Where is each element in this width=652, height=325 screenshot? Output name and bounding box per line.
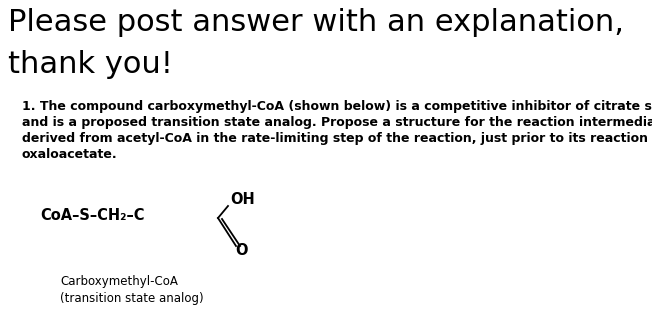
- Text: thank you!: thank you!: [8, 50, 173, 79]
- Text: CoA–S–CH₂–C: CoA–S–CH₂–C: [40, 208, 145, 223]
- Text: (transition state analog): (transition state analog): [60, 292, 203, 305]
- Text: derived from acetyl-CoA in the rate-limiting step of the reaction, just prior to: derived from acetyl-CoA in the rate-limi…: [22, 132, 652, 145]
- Text: O: O: [235, 243, 248, 258]
- Text: Carboxymethyl-CoA: Carboxymethyl-CoA: [60, 275, 178, 288]
- Text: oxaloacetate.: oxaloacetate.: [22, 148, 117, 161]
- Text: 1. The compound carboxymethyl-CoA (shown below) is a competitive inhibitor of ci: 1. The compound carboxymethyl-CoA (shown…: [22, 100, 652, 113]
- Text: and is a proposed transition state analog. Propose a structure for the reaction : and is a proposed transition state analo…: [22, 116, 652, 129]
- Text: OH: OH: [230, 192, 255, 207]
- Text: Please post answer with an explanation,: Please post answer with an explanation,: [8, 8, 624, 37]
